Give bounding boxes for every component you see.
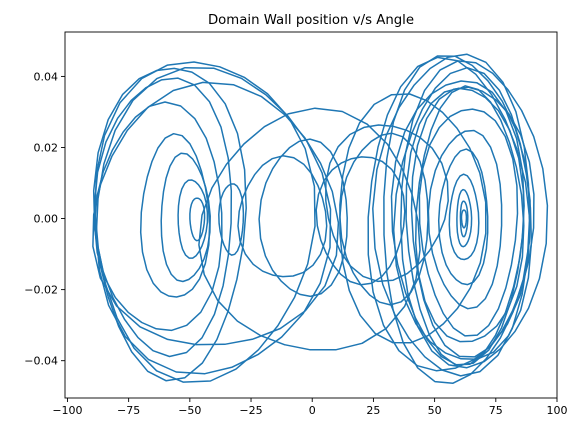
trajectory-loop xyxy=(448,173,480,261)
trajectory-loop xyxy=(367,56,531,372)
trajectory-loop xyxy=(414,85,525,343)
trajectory-loop xyxy=(456,188,473,248)
y-axis: −0.04 −0.02 0.00 0.02 0.04 xyxy=(24,70,65,368)
trajectory-loop xyxy=(94,61,316,383)
trajectory-loop xyxy=(218,183,245,256)
x-tick-label: −25 xyxy=(239,404,262,417)
trajectory-loop xyxy=(460,209,468,229)
x-tick-label: 25 xyxy=(366,404,380,417)
x-tick-label: 0 xyxy=(309,404,316,417)
y-tick-label: 0.02 xyxy=(34,141,59,154)
trajectory-loop xyxy=(372,53,531,377)
trajectory-loop xyxy=(189,197,206,242)
x-tick-label: −100 xyxy=(52,404,82,417)
y-tick-label: 0.04 xyxy=(34,70,59,83)
trajectory-loop xyxy=(405,87,525,366)
axes-frame xyxy=(64,31,558,399)
y-tick-label: −0.04 xyxy=(24,355,58,368)
trajectory-loop xyxy=(339,93,487,344)
x-axis: −100 −75 −50 −25 0 25 50 75 100 xyxy=(52,398,568,417)
y-tick-label: −0.02 xyxy=(24,284,58,297)
x-tick-label: 50 xyxy=(428,404,442,417)
x-tick-label: −50 xyxy=(178,404,201,417)
trajectory-loop xyxy=(418,108,519,337)
trajectory-loop xyxy=(237,155,328,278)
trajectory-loop xyxy=(427,129,503,310)
trajectory-loop xyxy=(437,148,489,286)
trajectory-loop xyxy=(93,77,233,358)
trajectory-loop xyxy=(459,200,469,238)
trajectory-loop xyxy=(339,132,429,306)
plot-area xyxy=(92,53,549,384)
trajectory-loop xyxy=(139,132,211,298)
trajectory-loop xyxy=(177,179,209,259)
trajectory-loop xyxy=(258,138,348,298)
x-tick-label: −75 xyxy=(117,404,140,417)
x-tick-label: 100 xyxy=(547,404,568,417)
trajectory-loop xyxy=(198,107,421,351)
y-tick-label: 0.00 xyxy=(34,213,59,226)
x-tick-label: 75 xyxy=(489,404,503,417)
trajectory-loop xyxy=(315,156,406,286)
chart-title: Domain Wall position v/s Angle xyxy=(208,13,414,28)
trajectory-loop xyxy=(325,124,449,283)
trajectory-loop xyxy=(400,60,549,369)
